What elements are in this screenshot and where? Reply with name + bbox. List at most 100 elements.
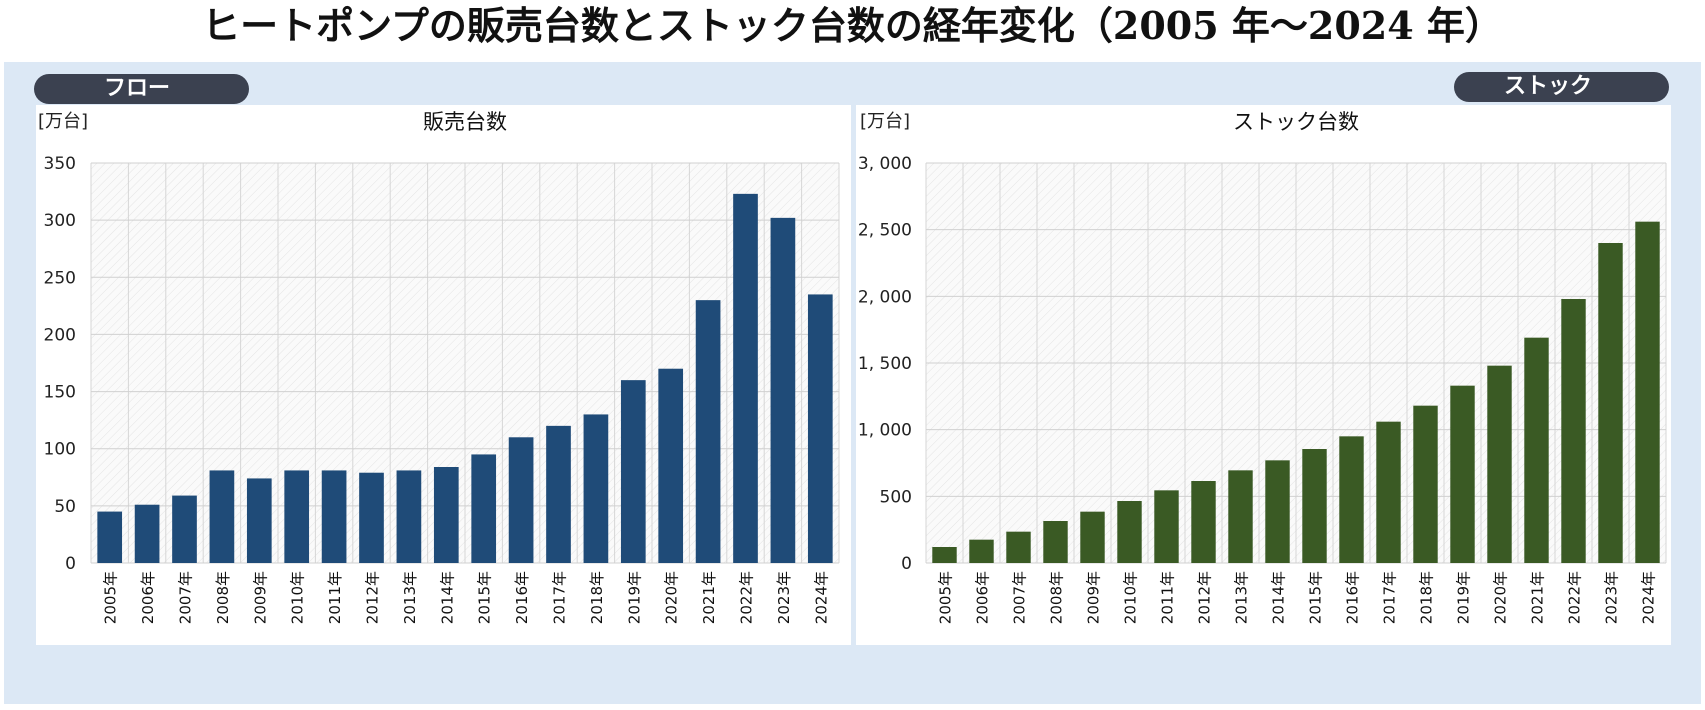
- chart-title: ストック台数: [1233, 110, 1359, 134]
- x-tick-label: 2008年: [214, 571, 232, 624]
- bar-2016年: [508, 437, 534, 563]
- bar-2014年: [1265, 460, 1290, 563]
- x-tick-label: 2023年: [775, 571, 793, 624]
- bar-2022年: [1561, 299, 1586, 563]
- bar-2009年: [1080, 511, 1105, 563]
- x-tick-label: 2007年: [1011, 571, 1029, 624]
- bar-2008年: [209, 470, 235, 563]
- sales-chart-panel: 0 50 100 150 200 250 300 350 2005年 2006年 2007年 2008…: [36, 105, 851, 645]
- x-tick-label: 2019年: [1455, 571, 1473, 624]
- bar-2018年: [1413, 405, 1438, 563]
- x-tick-label: 2014年: [1270, 571, 1288, 624]
- x-tick-label: 2018年: [1418, 571, 1436, 624]
- bar-2011年: [1154, 490, 1179, 563]
- sales-chart: 0 50 100 150 200 250 300 350 2005年 2006年 2007年 2008…: [38, 110, 840, 624]
- y-tick-label: 300: [44, 211, 76, 231]
- x-tick-label: 2023年: [1603, 571, 1621, 624]
- x-tick-label: 2012年: [364, 571, 382, 624]
- x-tick-label: 2009年: [251, 571, 269, 624]
- y-axis-unit: [万台]: [38, 111, 88, 132]
- bar-2007年: [172, 495, 197, 563]
- y-tick-label: 3, 000: [858, 154, 912, 174]
- bar-2017年: [546, 425, 571, 563]
- x-tick-label: 2005年: [937, 571, 955, 624]
- y-tick-label: 0: [65, 554, 76, 574]
- y-tick-label: 1, 000: [858, 421, 912, 441]
- bar-2013年: [396, 470, 422, 563]
- bar-2024年: [1635, 221, 1660, 563]
- y-tick-label: 200: [44, 325, 76, 345]
- x-tick-label: 2021年: [1529, 571, 1547, 624]
- x-tick-label: 2013年: [401, 571, 419, 624]
- bar-2023年: [1598, 243, 1623, 563]
- x-tick-label: 2005年: [102, 571, 120, 624]
- bar-2019年: [1450, 385, 1475, 563]
- page-title: ヒートポンプの販売台数とストック台数の経年変化（2005 年〜2024 年）: [202, 3, 1503, 48]
- bar-2015年: [471, 454, 497, 563]
- y-tick-label: 1, 500: [858, 354, 912, 374]
- bar-2005年: [932, 547, 957, 563]
- bar-2021年: [695, 300, 721, 563]
- bar-2007年: [1006, 531, 1031, 563]
- x-tick-label: 2021年: [700, 571, 718, 624]
- bar-2008年: [1043, 521, 1068, 563]
- bar-2006年: [969, 539, 994, 563]
- bar-2012年: [1191, 481, 1216, 563]
- bar-2006年: [134, 504, 160, 563]
- x-tick-label: 2006年: [974, 571, 992, 624]
- x-tick-label: 2016年: [1344, 571, 1362, 624]
- stock-chart-panel: 0 500 1, 000 1, 500 2, 000 2, 500 3, 000 2005年 2…: [856, 105, 1671, 645]
- x-tick-label: 2008年: [1048, 571, 1066, 624]
- stock-chart: 0 500 1, 000 1, 500 2, 000 2, 500 3, 000 2005年 2…: [858, 110, 1667, 624]
- y-tick-label: 150: [44, 383, 76, 403]
- x-tick-label: 2024年: [1640, 571, 1658, 624]
- y-axis-unit: [万台]: [860, 111, 910, 132]
- x-tick-label: 2022年: [1566, 571, 1584, 624]
- y-tick-label: 250: [44, 268, 76, 288]
- bar-2017年: [1376, 421, 1401, 563]
- y-tick-label: 2, 000: [858, 287, 912, 307]
- x-tick-label: 2017年: [1381, 571, 1399, 624]
- bar-2021年: [1524, 337, 1549, 563]
- bar-2010年: [1117, 501, 1142, 563]
- x-tick-label: 2011年: [1159, 571, 1177, 624]
- bar-2019年: [620, 380, 646, 563]
- bar-2022年: [733, 193, 758, 563]
- bar-2012年: [359, 472, 384, 563]
- x-tick-label: 2018年: [588, 571, 606, 624]
- x-tick-label: 2013年: [1233, 571, 1251, 624]
- y-tick-label: 0: [901, 554, 912, 574]
- x-tick-label: 2024年: [812, 571, 830, 624]
- x-tick-label: 2012年: [1196, 571, 1214, 624]
- flow-badge: フロー: [34, 74, 249, 104]
- x-tick-label: 2017年: [551, 571, 569, 624]
- bar-2016年: [1339, 436, 1364, 563]
- bar-2009年: [246, 478, 272, 563]
- x-tick-label: 2009年: [1085, 571, 1103, 624]
- bar-2020年: [658, 368, 684, 563]
- x-tick-label: 2019年: [625, 571, 643, 624]
- bar-2005年: [97, 511, 123, 563]
- x-tick-label: 2020年: [663, 571, 681, 624]
- x-tick-label: 2015年: [476, 571, 494, 624]
- bar-2014年: [433, 467, 459, 563]
- bar-2015年: [1302, 449, 1327, 563]
- chart-title: 販売台数: [423, 110, 507, 134]
- x-tick-label: 2010年: [289, 571, 307, 624]
- y-tick-label: 500: [880, 487, 912, 507]
- x-tick-label: 2020年: [1492, 571, 1510, 624]
- bar-2024年: [807, 294, 833, 563]
- bar-2018年: [583, 414, 609, 563]
- y-tick-label: 100: [44, 440, 76, 460]
- bar-2011年: [321, 470, 347, 563]
- bar-2023年: [770, 217, 796, 563]
- x-tick-label: 2022年: [738, 571, 756, 624]
- y-tick-label: 2, 500: [858, 221, 912, 241]
- x-tick-label: 2010年: [1122, 571, 1140, 624]
- x-tick-label: 2016年: [513, 571, 531, 624]
- stock-badge: ストック: [1454, 72, 1669, 102]
- x-tick-label: 2007年: [177, 571, 195, 624]
- y-tick-label: 350: [44, 154, 76, 174]
- bar-2013年: [1228, 470, 1253, 563]
- x-tick-label: 2011年: [326, 571, 344, 624]
